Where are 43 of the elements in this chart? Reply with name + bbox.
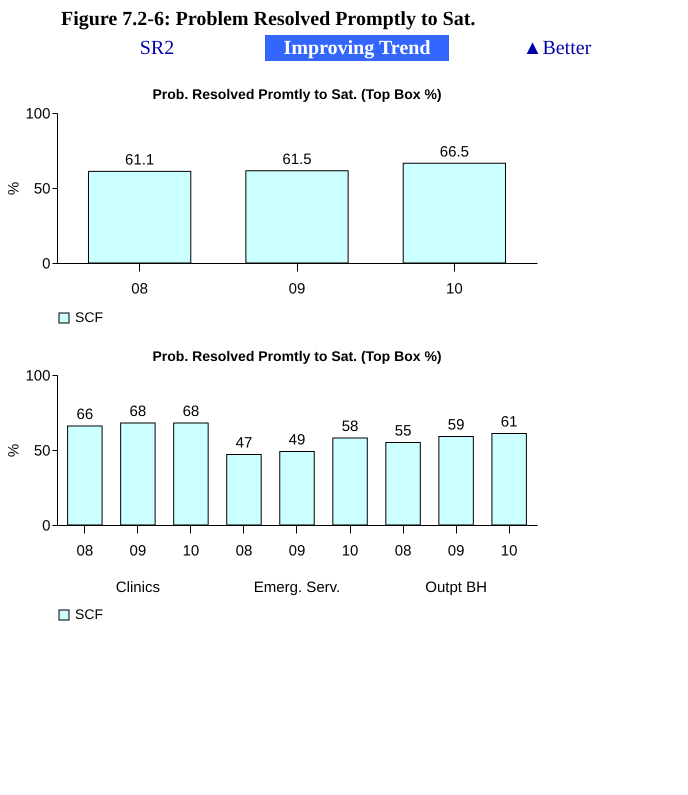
x-tick-label: 10 — [500, 542, 518, 560]
x-tick-label: 08 — [236, 542, 252, 560]
y-tick-label: 50 — [34, 442, 50, 460]
text: SR2 — [140, 37, 174, 59]
caption: Figure 7.2-6: Problem Resolved Promptly to Sat. — [61, 8, 476, 30]
y-tick-label: 0 — [42, 256, 50, 272]
text: ▲Better — [522, 37, 592, 59]
data-label: 58 — [342, 418, 358, 435]
y-axis-title: % — [5, 182, 22, 196]
data-label: 49 — [288, 432, 306, 448]
text: Outpt BH — [425, 579, 487, 596]
chart-title: Prob. Resolved Promtly to Sat. (Top Box %) — [152, 348, 442, 364]
data-label: 68 — [130, 403, 146, 420]
y-tick-label: 100 — [25, 106, 50, 122]
x-tick-label: 09 — [288, 542, 306, 560]
x-tick-label: 09 — [448, 542, 464, 560]
chart-title: Prob. Resolved Promtly to Sat. (Top Box %) — [152, 86, 442, 102]
legend-label: SCF — [75, 309, 103, 325]
y-tick-label: 100 — [25, 368, 50, 384]
text: Clinics — [116, 579, 160, 596]
x-tick-label: 10 — [182, 542, 200, 560]
data-label: 59 — [448, 416, 464, 434]
data-label: 61 — [500, 414, 518, 430]
y-tick-label: 0 — [42, 518, 50, 534]
data-label: 61.1 — [125, 151, 154, 168]
x-tick-label: 08 — [394, 542, 412, 560]
text: Emerg. Serv. — [254, 579, 340, 596]
data-label: 55 — [394, 422, 412, 440]
x-tick-label: 08 — [131, 280, 148, 298]
x-tick-label: 10 — [342, 542, 358, 560]
y-axis-title: % — [5, 444, 22, 458]
text: Improving Trend — [284, 37, 430, 59]
legend-label: SCF — [75, 606, 103, 622]
x-tick-label: 09 — [288, 280, 306, 298]
x-tick-label: 09 — [130, 542, 146, 560]
y-tick-label: 50 — [34, 180, 50, 198]
data-label: 61.5 — [282, 150, 312, 168]
data-label: 66.5 — [440, 143, 469, 160]
data-label: 47 — [236, 434, 252, 452]
data-label: 66 — [76, 406, 94, 423]
data-label: 68 — [182, 403, 200, 420]
x-tick-label: 08 — [76, 542, 94, 560]
x-tick-label: 10 — [446, 280, 463, 298]
